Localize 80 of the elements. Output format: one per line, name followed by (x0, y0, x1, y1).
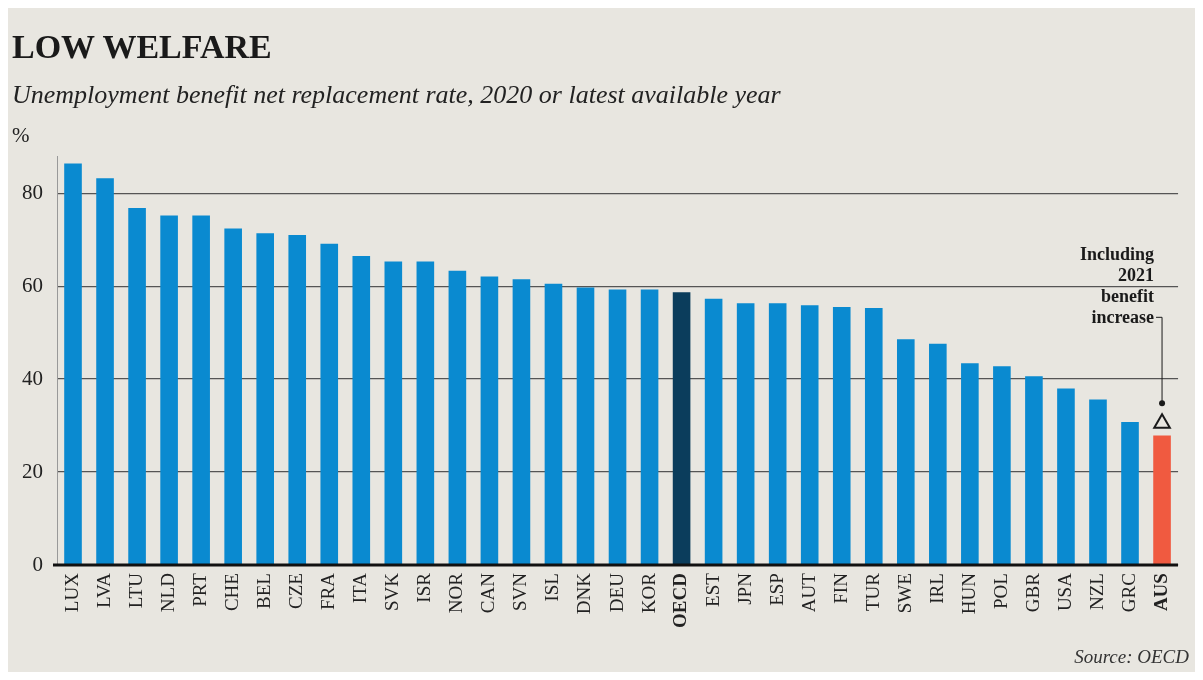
bar (224, 228, 242, 565)
x-tick-label: LVA (93, 572, 115, 608)
bar (352, 255, 371, 565)
x-tick-label: PRT (189, 572, 211, 607)
x-tick-label: IRL (925, 573, 947, 604)
bar (128, 208, 146, 565)
chart-title: LOW WELFARE (12, 28, 272, 66)
x-tick-label: LTU (125, 572, 147, 609)
x-tick-label: FRA (317, 572, 339, 611)
x-tick-label: SWE (893, 573, 915, 614)
bar (256, 233, 275, 565)
y-tick-label: 40 (22, 365, 43, 390)
x-tick-label: DNK (573, 572, 595, 615)
bar (768, 303, 787, 565)
x-tick-label: FIN (829, 572, 851, 604)
bar (160, 215, 178, 565)
bar (993, 366, 1011, 565)
x-tick-label: BEL (253, 573, 275, 609)
x-tick-label: TUR (861, 572, 883, 612)
bar (800, 305, 819, 565)
x-tick-label: KOR (637, 572, 659, 614)
bar (64, 163, 82, 565)
bar (192, 215, 210, 565)
annotation: Including 2021 benefit increase (1080, 244, 1155, 328)
bar (832, 307, 851, 565)
bar (1121, 421, 1139, 565)
x-tick-label: POL (989, 573, 1011, 610)
bar (288, 235, 307, 565)
y-axis-title: % (12, 123, 30, 148)
x-tick-label: SVK (381, 572, 403, 612)
bar (864, 308, 883, 565)
y-tick-label: 20 (22, 458, 43, 483)
y-tick-label: 0 (32, 551, 43, 576)
x-tick-label: ESP (765, 573, 787, 606)
x-tick-label: ITA (349, 572, 371, 604)
bar (1025, 376, 1043, 565)
bar (576, 287, 595, 565)
x-tick-label: GRC (1118, 573, 1139, 613)
bar (512, 279, 531, 565)
x-tick-label: EST (701, 572, 723, 607)
bar (736, 303, 755, 565)
bar (704, 298, 723, 565)
x-tick-label: CAN (477, 572, 499, 614)
bar (608, 289, 627, 565)
bar (544, 283, 563, 565)
bar (896, 339, 915, 565)
x-tick-label: CHE (221, 573, 243, 612)
x-tick-label: OECD (669, 573, 691, 629)
x-tick-label: AUS (1149, 573, 1171, 612)
bar (384, 261, 403, 565)
x-tick-label: HUN (957, 572, 979, 615)
x-tick-label: JPN (733, 572, 755, 605)
bar (1153, 435, 1171, 565)
bar (96, 178, 114, 565)
y-tick-label: 80 (22, 179, 43, 204)
y-tick-label: 60 (22, 272, 43, 297)
bar (448, 270, 467, 565)
x-tick-label: NOR (445, 572, 467, 614)
x-tick-label: NZL (1085, 573, 1107, 611)
source-note: Source: OECD (1074, 646, 1189, 668)
bar (1057, 388, 1075, 565)
bar (929, 343, 947, 565)
bar (320, 243, 339, 565)
bar (961, 363, 979, 565)
bar (1089, 399, 1107, 565)
bar (672, 292, 691, 565)
x-tick-label: NLD (157, 573, 179, 613)
bar (640, 289, 659, 565)
x-tick-label: USA (1053, 572, 1075, 612)
bar (416, 261, 435, 565)
x-tick-label: CZE (285, 573, 307, 609)
x-tick-label: AUT (797, 572, 819, 613)
x-tick-label: ISL (541, 573, 563, 602)
x-tick-label: DEU (605, 572, 627, 613)
x-tick-label: LUX (61, 572, 82, 613)
x-tick-label: ISR (413, 572, 435, 603)
chart-subtitle: Unemployment benefit net replacement rate, 2020 or latest available year (12, 80, 781, 110)
x-tick-label: GBR (1021, 572, 1043, 613)
bar (480, 276, 499, 565)
x-tick-label: SVN (509, 572, 531, 612)
